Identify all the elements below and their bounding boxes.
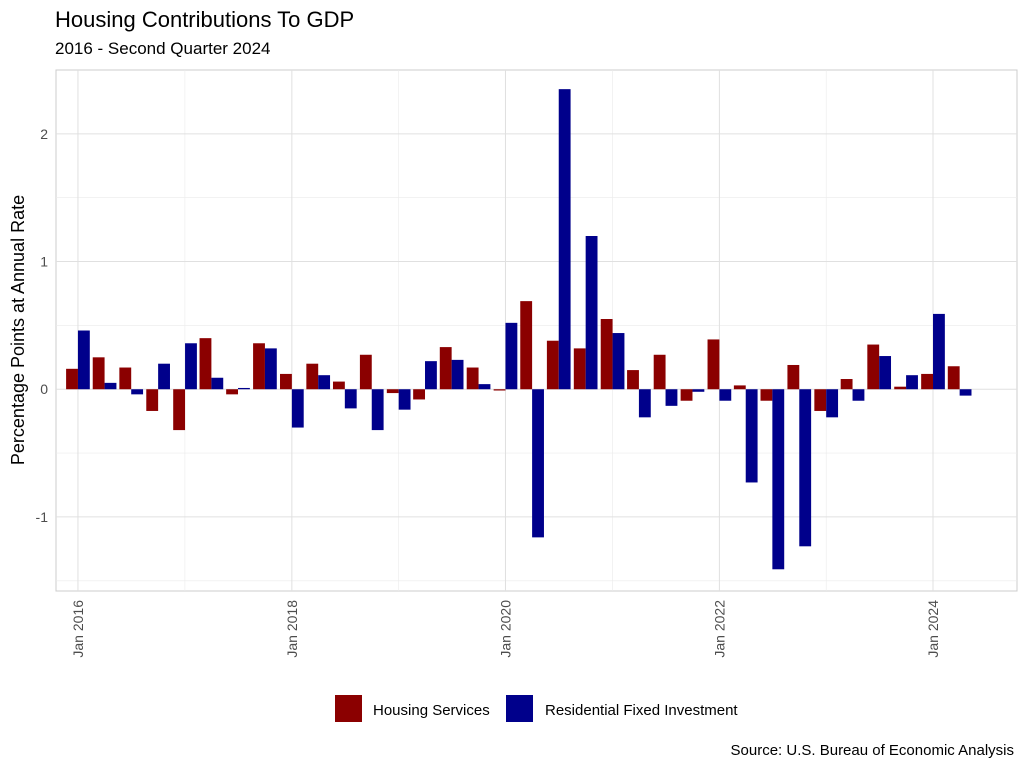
grid-minor bbox=[56, 70, 1017, 591]
bar-housing-services bbox=[787, 364, 800, 390]
y-axis-label: Percentage Points at Annual Rate bbox=[8, 195, 28, 465]
bar-housing-services bbox=[600, 319, 613, 390]
bar-residential-fixed-investment bbox=[211, 377, 224, 390]
bar-housing-services bbox=[173, 389, 186, 431]
bar-residential-fixed-investment bbox=[906, 375, 918, 390]
source-caption: Source: U.S. Bureau of Economic Analysis bbox=[731, 742, 1014, 759]
bar-residential-fixed-investment bbox=[451, 359, 464, 390]
bar-housing-services bbox=[466, 367, 479, 390]
bar-residential-fixed-investment bbox=[131, 389, 144, 395]
x-axis: Jan 2016 Jan 2018 Jan 2020 Jan 2022 Jan 2024 bbox=[70, 600, 941, 658]
bar-housing-services bbox=[306, 363, 319, 390]
bar-housing-services bbox=[680, 389, 693, 401]
bar-residential-fixed-investment bbox=[425, 361, 437, 390]
bar-residential-fixed-investment bbox=[585, 236, 598, 390]
bar-housing-services bbox=[413, 389, 426, 400]
bar-residential-fixed-investment bbox=[344, 389, 357, 409]
bar-housing-services bbox=[92, 357, 105, 390]
bar-housing-services bbox=[573, 348, 586, 390]
x-tick-label: Jan 2024 bbox=[925, 600, 941, 658]
legend-label: Residential Fixed Investment bbox=[545, 702, 738, 719]
legend-swatch bbox=[506, 695, 533, 722]
bar-residential-fixed-investment bbox=[185, 343, 197, 390]
bar-housing-services bbox=[386, 389, 399, 394]
bar-residential-fixed-investment bbox=[532, 389, 544, 538]
bar-residential-fixed-investment bbox=[638, 389, 651, 418]
bar-housing-services bbox=[520, 301, 533, 390]
bar-housing-services bbox=[439, 347, 452, 390]
bar-housing-services bbox=[359, 354, 372, 390]
bar-housing-services bbox=[199, 338, 212, 390]
bar-housing-services bbox=[546, 340, 559, 390]
bar-residential-fixed-investment bbox=[745, 389, 758, 483]
bar-residential-fixed-investment bbox=[104, 382, 117, 390]
y-tick-label: 0 bbox=[40, 381, 48, 397]
x-tick-label: Jan 2016 bbox=[70, 600, 86, 658]
bar-residential-fixed-investment bbox=[291, 389, 304, 428]
bar-housing-services bbox=[119, 367, 132, 390]
chart-subtitle: 2016 - Second Quarter 2024 bbox=[55, 39, 270, 58]
bar-housing-services bbox=[226, 389, 239, 395]
bar-residential-fixed-investment bbox=[692, 389, 705, 392]
bar-residential-fixed-investment bbox=[505, 322, 518, 390]
bar-housing-services bbox=[146, 389, 159, 411]
bar-housing-services bbox=[280, 373, 292, 390]
x-tick-label: Jan 2022 bbox=[711, 600, 727, 658]
bar-residential-fixed-investment bbox=[826, 389, 839, 418]
y-axis: -1 0 1 2 bbox=[36, 126, 49, 525]
bar-residential-fixed-investment bbox=[318, 375, 331, 390]
bar-residential-fixed-investment bbox=[558, 89, 571, 390]
x-tick-label: Jan 2020 bbox=[497, 600, 513, 658]
y-tick-label: -1 bbox=[36, 509, 49, 525]
legend: Housing Services Residential Fixed Invest… bbox=[335, 695, 738, 722]
bar-housing-services bbox=[947, 366, 960, 390]
bar-residential-fixed-investment bbox=[264, 348, 277, 390]
bar-housing-services bbox=[840, 379, 853, 390]
bar-housing-services bbox=[921, 373, 934, 390]
bar-residential-fixed-investment bbox=[158, 363, 170, 390]
bar-residential-fixed-investment bbox=[933, 313, 945, 390]
bar-residential-fixed-investment bbox=[852, 389, 865, 401]
bar-housing-services bbox=[332, 381, 345, 390]
bar-residential-fixed-investment bbox=[371, 389, 384, 431]
bar-residential-fixed-investment bbox=[772, 389, 785, 570]
y-tick-label: 2 bbox=[40, 126, 48, 142]
bar-residential-fixed-investment bbox=[398, 389, 411, 410]
bar-housing-services bbox=[733, 385, 746, 390]
legend-swatch bbox=[335, 695, 362, 722]
bar-residential-fixed-investment bbox=[719, 389, 732, 401]
bar-residential-fixed-investment bbox=[799, 389, 812, 547]
bar-housing-services bbox=[760, 389, 773, 401]
bar-housing-services bbox=[253, 343, 265, 390]
y-tick-label: 1 bbox=[40, 254, 48, 270]
chart-title: Housing Contributions To GDP bbox=[55, 7, 354, 32]
bar-housing-services bbox=[814, 389, 827, 411]
bars bbox=[66, 89, 972, 570]
bar-housing-services bbox=[707, 339, 720, 390]
bar-residential-fixed-investment bbox=[959, 389, 972, 396]
bar-residential-fixed-investment bbox=[77, 330, 90, 390]
bar-housing-services bbox=[66, 368, 78, 390]
bar-housing-services bbox=[894, 386, 907, 390]
bar-residential-fixed-investment bbox=[879, 356, 892, 390]
x-tick-label: Jan 2018 bbox=[284, 600, 300, 658]
bar-housing-services bbox=[493, 389, 506, 391]
legend-label: Housing Services bbox=[373, 702, 490, 719]
bar-housing-services bbox=[627, 370, 639, 390]
bar-housing-services bbox=[867, 344, 880, 390]
bar-residential-fixed-investment bbox=[238, 387, 250, 390]
bar-residential-fixed-investment bbox=[478, 384, 491, 390]
bar-residential-fixed-investment bbox=[612, 333, 625, 390]
bar-housing-services bbox=[653, 354, 666, 390]
bar-residential-fixed-investment bbox=[665, 389, 678, 406]
